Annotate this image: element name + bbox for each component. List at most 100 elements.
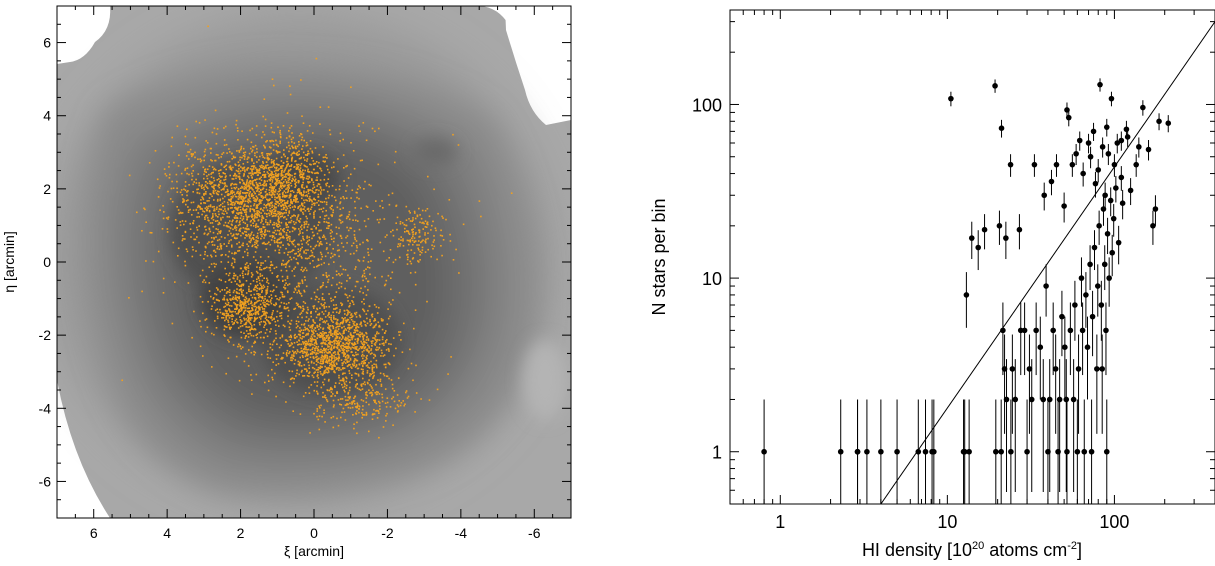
star-point	[159, 209, 161, 211]
star-point	[283, 199, 286, 202]
star-point	[346, 337, 349, 339]
star-point	[357, 337, 359, 340]
star-point	[233, 259, 236, 261]
star-point	[352, 303, 355, 306]
star-point	[279, 136, 282, 138]
star-point	[255, 206, 258, 209]
star-point	[246, 266, 248, 269]
star-point	[220, 248, 223, 250]
star-point	[323, 320, 326, 322]
star-point	[342, 353, 345, 355]
star-point	[233, 174, 235, 177]
star-point	[238, 196, 241, 199]
star-point	[301, 316, 303, 319]
star-point	[335, 311, 338, 314]
star-point	[432, 241, 435, 243]
star-point	[267, 356, 269, 359]
star-point	[237, 165, 240, 167]
star-point	[266, 279, 269, 281]
star-point	[305, 343, 308, 345]
star-point	[312, 248, 315, 250]
star-point	[220, 176, 222, 178]
star-point	[322, 313, 325, 315]
star-point	[303, 190, 305, 192]
star-point	[287, 177, 289, 180]
star-point	[384, 340, 387, 342]
star-point	[234, 227, 236, 229]
star-point	[288, 345, 291, 347]
star-point	[204, 281, 207, 284]
star-point	[344, 383, 346, 386]
star-point	[348, 397, 351, 400]
star-point	[365, 411, 368, 414]
star-point	[321, 210, 324, 213]
star-point	[297, 181, 300, 184]
star-point	[316, 355, 318, 358]
star-point	[368, 430, 370, 433]
star-point	[263, 308, 266, 310]
star-point	[234, 202, 236, 205]
star-point	[341, 362, 344, 364]
star-point	[224, 237, 226, 239]
star-point	[248, 298, 250, 300]
star-point	[287, 163, 289, 165]
star-point	[273, 239, 276, 242]
star-point	[344, 419, 347, 421]
star-point	[285, 234, 288, 236]
star-point	[288, 244, 290, 246]
star-point	[296, 191, 299, 194]
star-point	[287, 200, 289, 202]
star-point	[347, 313, 349, 315]
star-point	[216, 315, 219, 318]
star-point	[322, 396, 324, 398]
star-point	[360, 325, 363, 327]
star-point	[255, 373, 258, 376]
star-point	[356, 421, 358, 424]
star-point	[319, 191, 322, 193]
star-point	[229, 207, 232, 209]
star-point	[303, 250, 305, 253]
star-point	[356, 346, 358, 348]
star-point	[421, 249, 424, 251]
star-point	[321, 374, 324, 376]
star-point	[312, 331, 314, 333]
star-point	[445, 218, 447, 221]
star-point	[340, 347, 343, 349]
star-point	[206, 206, 208, 208]
star-point	[428, 399, 431, 401]
star-point	[170, 145, 173, 148]
star-point	[296, 145, 299, 148]
star-point	[376, 417, 379, 419]
star-point	[244, 301, 246, 303]
star-point	[323, 412, 325, 414]
star-point	[260, 320, 263, 323]
star-point	[346, 403, 348, 405]
star-point	[344, 313, 346, 315]
star-point	[328, 194, 330, 197]
star-point	[307, 340, 310, 343]
star-point	[264, 317, 267, 320]
star-point	[316, 349, 319, 352]
star-point	[261, 220, 263, 222]
star-point	[268, 266, 271, 269]
star-point	[296, 262, 299, 264]
star-point	[322, 282, 324, 284]
star-point	[362, 337, 365, 339]
star-point	[233, 272, 235, 275]
star-point	[304, 154, 307, 156]
star-point	[358, 388, 361, 391]
star-point	[171, 322, 174, 325]
star-point	[419, 235, 421, 238]
star-point	[356, 246, 358, 249]
star-point	[229, 220, 231, 222]
star-point	[238, 308, 240, 311]
star-point	[254, 172, 256, 174]
star-point	[241, 156, 243, 159]
star-point	[328, 313, 330, 316]
star-point	[300, 255, 302, 258]
star-point	[365, 397, 368, 399]
star-point	[285, 226, 288, 229]
star-point	[314, 147, 317, 149]
star-point	[311, 327, 314, 329]
